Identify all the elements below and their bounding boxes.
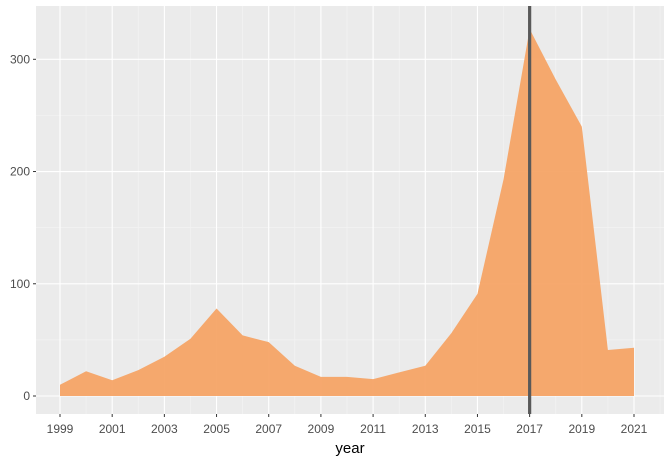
y-tick-label: 300 xyxy=(10,52,30,66)
x-tick-label: 2021 xyxy=(621,422,648,436)
x-tick-label: 2015 xyxy=(464,422,491,436)
x-tick-label: 2013 xyxy=(412,422,439,436)
y-tick-label: 0 xyxy=(23,389,30,403)
x-tick-label: 2019 xyxy=(568,422,595,436)
y-tick-label: 200 xyxy=(10,165,30,179)
y-tick-label: 100 xyxy=(10,277,30,291)
x-tick-label: 2007 xyxy=(255,422,282,436)
x-tick-label: 2017 xyxy=(516,422,543,436)
x-axis: 1999 2001 2003 2005 2007 2009 2011 2013 2015 2017… xyxy=(47,414,648,436)
x-tick-label: 2005 xyxy=(203,422,230,436)
x-tick-label: 2003 xyxy=(151,422,178,436)
y-axis: 0 100 200 300 xyxy=(10,52,36,403)
x-tick-label: 2011 xyxy=(360,422,386,436)
area-series xyxy=(60,29,634,396)
x-axis-title: year xyxy=(335,440,364,456)
x-tick-label: 2009 xyxy=(308,422,335,436)
x-tick-label: 1999 xyxy=(47,422,74,436)
x-tick-label: 2001 xyxy=(99,422,126,436)
